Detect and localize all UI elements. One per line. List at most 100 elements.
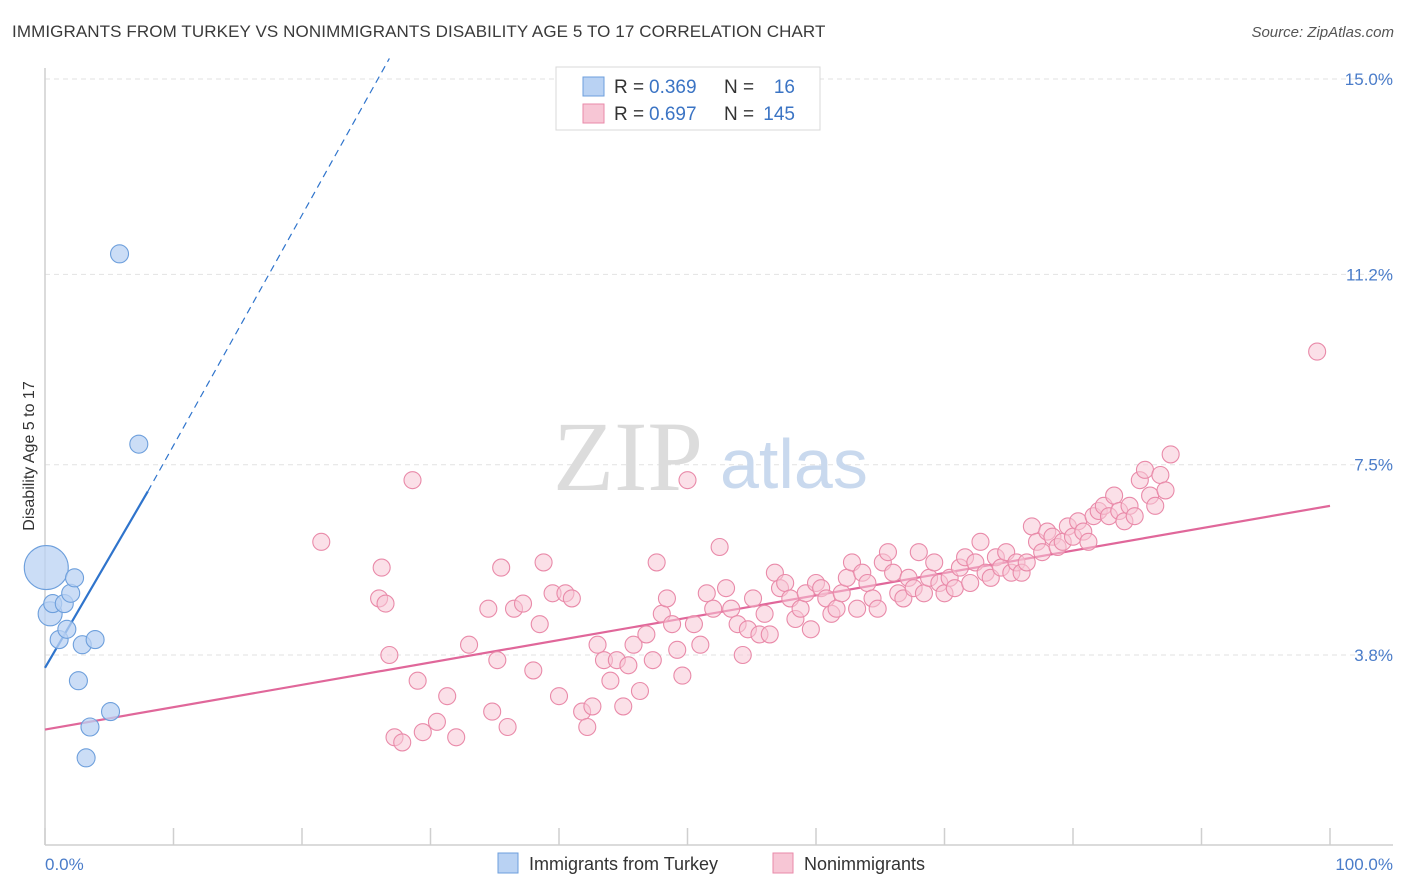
nonimmigrant-point-20 bbox=[513, 594, 533, 613]
nonimmigrant-point-15 bbox=[483, 702, 502, 721]
nonimmigrant-point-29 bbox=[578, 717, 597, 737]
nonimmigrant-point-40 bbox=[643, 651, 662, 670]
legend-swatch-blue bbox=[582, 76, 605, 97]
nonimmigrant-point-23 bbox=[534, 553, 553, 572]
nonimmigrant-point-27 bbox=[562, 589, 581, 608]
immigrant-point-10 bbox=[76, 748, 96, 768]
y-tick-label-2: 11.2% bbox=[1346, 265, 1393, 284]
x-tick-label-min: 0.0% bbox=[45, 855, 84, 874]
nonimmigrant-point-10 bbox=[427, 712, 446, 731]
nonimmigrant-point-100 bbox=[961, 573, 980, 593]
nonimmigrant-point-76 bbox=[837, 568, 856, 587]
immigrant-point-15 bbox=[129, 434, 149, 454]
nonimmigrant-point-7 bbox=[403, 471, 422, 490]
immigrant-point-7 bbox=[65, 568, 85, 588]
trend-line-immigrants-extension bbox=[147, 58, 390, 492]
immigrant-point-5 bbox=[57, 619, 77, 639]
y-tick-label-3: 15.0% bbox=[1345, 70, 1393, 89]
y-tick-labels: 3.8% 7.5% 11.2% 15.0% bbox=[1345, 70, 1393, 665]
legend-r-label-1: R = bbox=[614, 77, 644, 98]
immigrant-point-0 bbox=[23, 545, 69, 591]
nonimmigrant-point-53 bbox=[716, 579, 736, 598]
nonimmigrant-point-0 bbox=[312, 532, 331, 551]
watermark-zip: ZIP bbox=[553, 401, 703, 512]
legend-r-value-1: 0.369 bbox=[649, 77, 697, 98]
nonimmigrant-point-58 bbox=[743, 589, 763, 608]
nonimmigrant-point-85 bbox=[884, 563, 903, 582]
y-tick-label-1: 7.5% bbox=[1354, 456, 1393, 475]
watermark: ZIP atlas bbox=[553, 401, 868, 512]
axes bbox=[44, 68, 1393, 846]
legend-r-label-2: R = bbox=[614, 104, 644, 125]
legend-box: R = 0.369 N = 16 R = 0.697 N = 145 bbox=[555, 66, 821, 131]
nonimmigrant-point-84 bbox=[878, 543, 898, 562]
nonimmigrant-point-136 bbox=[1146, 496, 1165, 515]
nonimmigrant-point-3 bbox=[372, 558, 391, 577]
nonimmigrant-point-97 bbox=[945, 579, 964, 598]
nonimmigrant-point-41 bbox=[647, 553, 666, 572]
bottom-legend-swatch-blue bbox=[497, 852, 519, 874]
bottom-legend-swatch-pink bbox=[772, 852, 794, 874]
nonimmigrant-point-36 bbox=[619, 656, 638, 675]
nonimmigrant-point-37 bbox=[624, 635, 643, 654]
nonimmigrant-point-8 bbox=[408, 671, 427, 690]
grid-lines bbox=[45, 78, 1393, 656]
nonimmigrant-point-102 bbox=[971, 532, 990, 551]
nonimmigrant-point-33 bbox=[601, 671, 620, 690]
nonimmigrant-point-44 bbox=[663, 615, 682, 634]
nonimmigrant-point-2 bbox=[376, 594, 395, 613]
nonimmigrant-point-30 bbox=[583, 697, 602, 716]
nonimmigrant-point-31 bbox=[588, 635, 607, 654]
nonimmigrant-point-60 bbox=[755, 604, 774, 623]
nonimmigrants-points bbox=[312, 342, 1327, 752]
nonimmigrant-point-22 bbox=[530, 615, 549, 634]
nonimmigrant-point-43 bbox=[657, 589, 676, 608]
nonimmigrant-point-18 bbox=[498, 717, 517, 737]
nonimmigrant-point-140 bbox=[1308, 342, 1327, 361]
chart-title: IMMIGRANTS FROM TURKEY VS NONIMMIGRANTS … bbox=[12, 22, 826, 41]
nonimmigrant-point-25 bbox=[549, 687, 569, 706]
nonimmigrant-point-49 bbox=[691, 635, 710, 654]
nonimmigrant-point-74 bbox=[827, 599, 846, 618]
x-ticks bbox=[44, 828, 1331, 845]
nonimmigrant-point-47 bbox=[678, 471, 697, 490]
nonimmigrant-point-139 bbox=[1161, 445, 1180, 464]
nonimmigrant-point-13 bbox=[459, 635, 479, 654]
nonimmigrant-point-12 bbox=[447, 728, 466, 747]
legend-n-value-1: 16 bbox=[774, 77, 795, 98]
watermark-atlas: atlas bbox=[720, 425, 868, 503]
trend-line-nonimmigrants bbox=[44, 504, 1331, 731]
legend-n-label-1: N = bbox=[724, 77, 754, 98]
y-axis-title: Disability Age 5 to 17 bbox=[21, 381, 38, 531]
nonimmigrant-point-80 bbox=[858, 573, 877, 593]
nonimmigrant-point-111 bbox=[1017, 553, 1036, 572]
nonimmigrant-point-64 bbox=[776, 573, 795, 593]
nonimmigrant-point-69 bbox=[801, 620, 820, 639]
nonimmigrant-point-90 bbox=[909, 543, 928, 562]
immigrants-points bbox=[23, 244, 149, 768]
nonimmigrant-point-38 bbox=[630, 681, 650, 701]
bottom-legend: Immigrants from Turkey Nonimmigrants bbox=[497, 852, 925, 874]
bottom-legend-label-2: Nonimmigrants bbox=[804, 854, 925, 874]
nonimmigrant-point-35 bbox=[614, 697, 633, 716]
immigrant-point-14 bbox=[109, 244, 130, 264]
immigrant-point-12 bbox=[85, 630, 105, 650]
legend-n-label-2: N = bbox=[724, 104, 754, 125]
nonimmigrant-point-132 bbox=[1125, 507, 1144, 526]
nonimmigrant-point-134 bbox=[1135, 460, 1155, 479]
nonimmigrant-point-4 bbox=[380, 645, 399, 665]
legend-swatch-pink bbox=[582, 103, 605, 124]
nonimmigrant-point-128 bbox=[1105, 486, 1124, 505]
nonimmigrant-point-52 bbox=[710, 537, 729, 557]
nonimmigrant-point-61 bbox=[760, 625, 779, 644]
nonimmigrant-point-56 bbox=[733, 645, 752, 665]
nonimmigrant-point-82 bbox=[868, 599, 887, 618]
nonimmigrant-point-14 bbox=[479, 599, 498, 618]
legend-r-value-2: 0.697 bbox=[649, 104, 697, 125]
nonimmigrant-point-21 bbox=[524, 661, 543, 680]
y-tick-label-0: 3.8% bbox=[1354, 646, 1393, 665]
nonimmigrant-point-137 bbox=[1151, 465, 1170, 485]
nonimmigrant-point-16 bbox=[488, 651, 507, 670]
source-label: Source: ZipAtlas.com bbox=[1251, 24, 1394, 41]
